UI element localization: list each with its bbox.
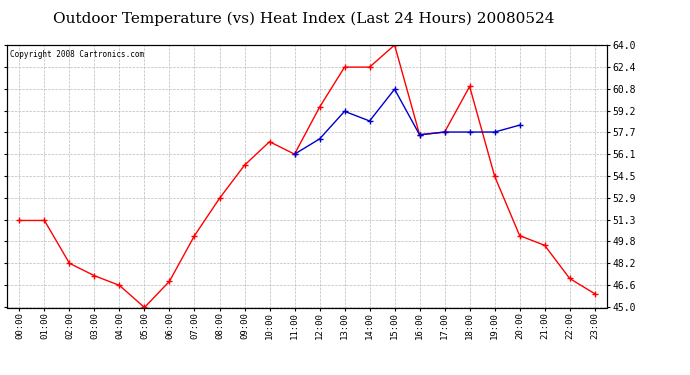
Text: Outdoor Temperature (vs) Heat Index (Last 24 Hours) 20080524: Outdoor Temperature (vs) Heat Index (Las… xyxy=(53,11,554,26)
Text: Copyright 2008 Cartronics.com: Copyright 2008 Cartronics.com xyxy=(10,50,144,59)
